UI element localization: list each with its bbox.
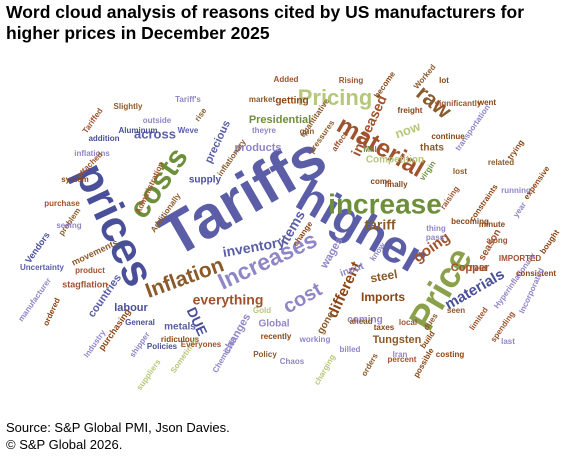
word-field: field	[470, 264, 487, 273]
word-bought: bought	[538, 228, 561, 256]
word-iran: Iran	[393, 350, 408, 359]
word-weve: Weve	[178, 126, 199, 135]
word-costing: costing	[436, 350, 465, 359]
word-gold: Gold	[253, 306, 271, 315]
word-wages: wages	[318, 235, 346, 271]
word-thats: thats	[420, 143, 444, 154]
word-percent: percent	[388, 355, 417, 364]
word-year: year	[511, 200, 528, 219]
word-seeing: seeing	[56, 221, 81, 230]
word-running: running	[501, 186, 531, 195]
word-tungsten: Tungsten	[373, 334, 422, 346]
word-local: local	[399, 318, 417, 327]
word-lost: lost	[453, 167, 468, 176]
word-general: General	[125, 318, 155, 327]
word-addition: addition	[88, 134, 119, 143]
word-tariffed: Tariffed	[81, 106, 105, 135]
word-everyones: Everyones	[181, 340, 222, 349]
word-related: related	[488, 158, 514, 167]
word-policies: Policies	[147, 342, 178, 351]
word-copper: Copper	[451, 262, 490, 274]
word-steel: steel	[369, 267, 398, 286]
word-metals: metals	[164, 322, 196, 333]
word-outside: outside	[143, 116, 172, 125]
word-purchase: purchase	[44, 199, 80, 208]
word-seen: seen	[447, 306, 465, 315]
word-labour: labour	[114, 302, 148, 314]
word-thing: thing	[426, 224, 446, 233]
word-product: product	[75, 266, 105, 275]
chart-title-line-2: higher prices in December 2025	[6, 23, 270, 43]
word-pricing: Pricing	[298, 85, 373, 110]
word-mill: Mill	[363, 145, 376, 154]
word-taxes: taxes	[374, 323, 395, 332]
word-inflations: inflations	[74, 149, 110, 158]
word-cost: cost	[279, 278, 326, 318]
word-ridiculous: ridiculous	[161, 335, 200, 344]
word-orders: orders	[360, 351, 381, 378]
word-presidential: Presidential	[249, 114, 311, 126]
word-imported: IMPORTED	[499, 254, 541, 263]
word-added: Added	[274, 75, 299, 84]
chart-title-line-1: Word cloud analysis of reasons cited by …	[6, 2, 525, 22]
copyright-note: © S&P Global 2026.	[6, 437, 123, 452]
word-theyre: theyre	[252, 126, 277, 135]
word-supply: supply	[189, 175, 222, 186]
word-recently: recently	[261, 332, 292, 341]
word-rise: rise	[193, 106, 209, 123]
word-getting: getting	[275, 96, 308, 107]
word-tariff: tariff	[364, 217, 395, 233]
word-finally: finally	[384, 180, 408, 189]
word-vendors: Vendors	[23, 230, 52, 265]
word-lot: lot	[439, 76, 449, 85]
word-significantly: significantly	[435, 99, 482, 108]
word-becoming: becoming	[451, 217, 489, 226]
word-now: now	[393, 118, 423, 141]
word-competition: Competition	[366, 155, 424, 166]
word-uncertainty: Uncertainty	[20, 263, 65, 272]
word-ordered: ordered	[41, 296, 62, 327]
word-gun: gun	[300, 127, 315, 136]
word-increase: increase	[328, 188, 442, 219]
word-policy: Policy	[253, 350, 277, 359]
word-become: become	[372, 69, 397, 99]
chart-title: Word cloud analysis of reasons cited by …	[6, 2, 568, 44]
word-market: market	[249, 95, 276, 104]
word-along: along	[486, 236, 507, 245]
source-note: Source: S&P Global PMI, Json Davies.	[6, 420, 230, 435]
word-tariff-s: Tariff's	[175, 95, 201, 104]
word-coming: coming	[347, 315, 383, 326]
word-suppliers: suppliers	[135, 357, 163, 392]
word-products: products	[234, 142, 281, 154]
word-last: last	[501, 337, 515, 346]
chart-footer: Source: S&P Global PMI, Json Davies. © S…	[6, 419, 230, 453]
word-charging: charging	[312, 353, 337, 387]
word-stagflation: stagflation	[62, 279, 108, 289]
word-pass: pass	[426, 233, 445, 242]
word-limited: limited	[468, 306, 490, 332]
word-slightly: Slightly	[114, 102, 143, 111]
word-raising: raising	[438, 184, 460, 211]
word-system: system	[61, 175, 89, 184]
word-chaos: Chaos	[280, 357, 305, 366]
word-come: come	[371, 177, 392, 186]
word-working: working	[299, 335, 331, 344]
word-rising: Rising	[339, 76, 364, 85]
word-expensive: expensive	[522, 164, 552, 201]
word-ahead: ahead	[349, 317, 372, 326]
word-everything: everything	[193, 292, 264, 308]
word-freight: freight	[398, 106, 423, 115]
word-continue: continue	[431, 132, 465, 141]
word-transportation: transportation	[453, 103, 492, 153]
word-minute: minute	[479, 220, 506, 229]
word-aluminum: Aluminum	[118, 126, 157, 135]
word-across: across	[134, 126, 176, 141]
word-billed: billed	[340, 345, 361, 354]
word-consistent: consistent	[516, 269, 556, 278]
word-global: Global	[258, 319, 289, 330]
word-imports: Imports	[361, 290, 405, 304]
word-went: went	[477, 98, 497, 107]
